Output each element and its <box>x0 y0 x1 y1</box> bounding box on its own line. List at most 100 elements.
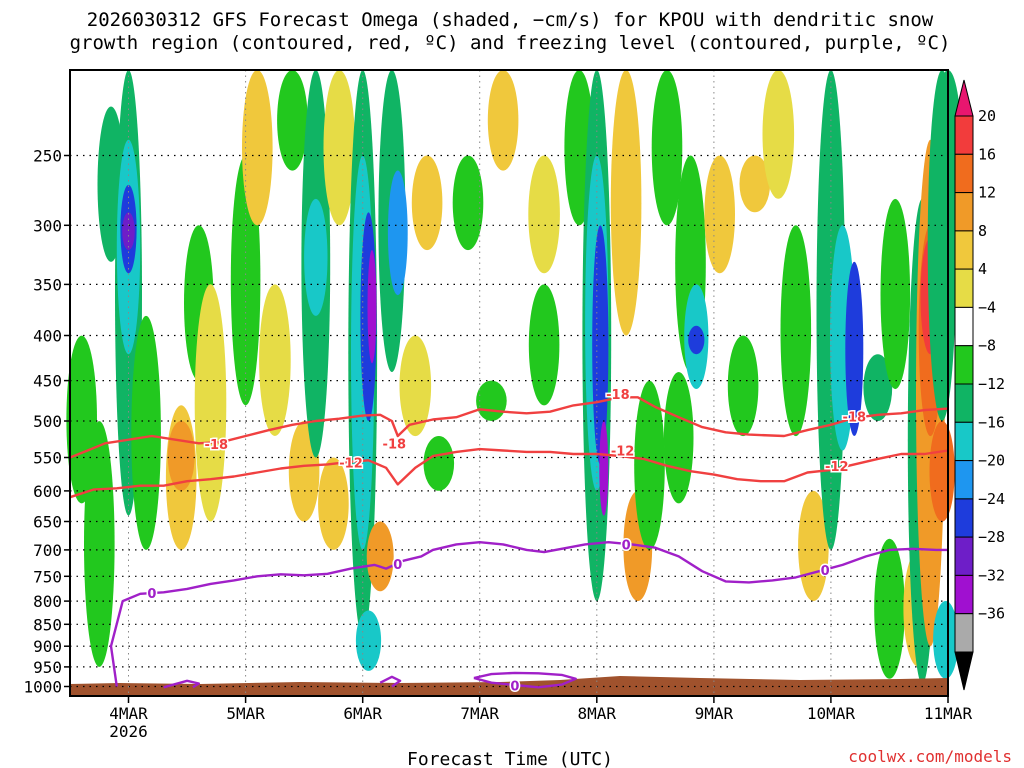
plot-frame <box>69 69 949 697</box>
x-tick-sublabel: 2026 <box>109 722 148 741</box>
omega-cell <box>367 250 377 364</box>
y-tick-label: 650 <box>33 513 62 532</box>
colorbar-label: −20 <box>978 452 1005 470</box>
y-tick-label: 550 <box>33 449 62 468</box>
colorbar-swatch <box>954 268 974 308</box>
omega-cell <box>399 335 432 437</box>
omega-cell <box>528 284 560 406</box>
colorbar-label: 20 <box>978 107 996 125</box>
colorbar-label: −24 <box>978 490 1005 508</box>
colorbar: 20 16 12 8 4 −4 −8 −12 −16 −20 −24 −28 −32 −36 <box>954 79 1005 691</box>
y-axis: 250 300 350 400 450 500 550 600 650 700 750 800 850 9… <box>23 147 70 697</box>
colorbar-swatch <box>954 460 974 500</box>
colorbar-bottom-arrow <box>954 651 974 691</box>
y-tick-label: 850 <box>33 615 62 634</box>
temperature-contours: -18 -18 -18 -18 -12 -12 -12 0 0 0 0 0 <box>69 387 949 696</box>
colorbar-swatch <box>954 613 974 653</box>
colorbar-swatch <box>954 115 974 155</box>
contour-label: -18 <box>843 410 867 425</box>
colorbar-label: −36 <box>978 605 1005 623</box>
y-tick-label: 750 <box>33 567 62 586</box>
credit-text: coolwx.com/models <box>848 747 1012 766</box>
x-tick-label: 10MAR <box>807 704 856 723</box>
omega-cell <box>131 315 161 550</box>
colorbar-label: 8 <box>978 222 987 240</box>
contour-line <box>69 396 949 459</box>
omega-cell <box>610 70 642 336</box>
omega-cell <box>323 70 356 226</box>
contour-line <box>379 675 402 688</box>
omega-cell <box>651 70 683 226</box>
omega-cell <box>933 601 959 679</box>
omega-cell <box>780 225 812 437</box>
contour-label: -18 <box>383 437 407 452</box>
omega-cell <box>929 421 955 522</box>
terrain-ground <box>70 676 948 696</box>
y-tick-label: 1000 <box>23 678 62 697</box>
omega-cell <box>194 284 227 522</box>
omega-cell <box>411 155 443 251</box>
omega-cell <box>66 335 97 504</box>
contour-label: -12 <box>825 460 849 475</box>
omega-cell <box>739 155 771 213</box>
omega-cell <box>304 198 328 316</box>
colorbar-swatch <box>954 230 974 270</box>
chart-title-line-2: growth region (contoured, red, ºC) and f… <box>70 32 951 54</box>
colorbar-swatch <box>954 421 974 462</box>
x-tick-label: 5MAR <box>226 704 265 723</box>
omega-cell <box>487 70 519 171</box>
contour-line <box>109 541 948 687</box>
omega-cell <box>704 155 735 274</box>
omega-cell <box>366 521 394 592</box>
x-tick-label: 4MAR <box>109 704 148 723</box>
contour-line <box>69 447 949 499</box>
omega-cell <box>634 380 665 550</box>
omega-cell <box>762 69 795 199</box>
omega-cell <box>476 380 507 421</box>
contour-label: 0 <box>510 679 519 694</box>
colorbar-label: −28 <box>978 528 1005 546</box>
contour-label: -18 <box>606 388 630 403</box>
omega-cell <box>423 436 455 491</box>
contour-line <box>163 679 200 689</box>
omega-cell <box>387 170 408 296</box>
colorbar-swatch <box>954 345 974 385</box>
colorbar-label: −32 <box>978 566 1005 584</box>
colorbar-label: −16 <box>978 413 1005 431</box>
colorbar-label: 12 <box>978 184 996 202</box>
contour-label: -18 <box>205 438 229 453</box>
contour-line <box>473 671 577 689</box>
colorbar-swatch <box>954 306 974 347</box>
omega-shading <box>66 69 962 684</box>
omega-cell <box>592 225 609 465</box>
omega-cell <box>688 325 705 355</box>
omega-cell <box>880 198 911 390</box>
y-tick-label: 350 <box>33 275 62 294</box>
y-tick-label: 600 <box>33 482 62 501</box>
contour-label: 0 <box>821 564 830 579</box>
omega-cell <box>845 261 864 436</box>
omega-cell <box>277 70 308 171</box>
colorbar-label: −8 <box>978 337 996 355</box>
colorbar-swatch <box>954 498 974 538</box>
colorbar-swatch <box>954 536 974 576</box>
y-tick-label: 300 <box>33 216 62 235</box>
omega-cell <box>452 155 484 251</box>
omega-cell <box>355 610 382 671</box>
omega-cell <box>528 155 560 274</box>
omega-cell <box>663 372 694 504</box>
contour-label: -12 <box>611 445 635 460</box>
omega-cell <box>727 335 759 437</box>
y-tick-label: 950 <box>33 658 62 677</box>
colorbar-swatch <box>954 192 974 232</box>
omega-cell <box>863 354 893 421</box>
x-tick-label: 8MAR <box>578 704 617 723</box>
x-tick-label: 7MAR <box>460 704 499 723</box>
y-tick-label: 250 <box>33 147 62 166</box>
contour-label: -12 <box>339 456 363 471</box>
chart-title-line-1: 2026030312 GFS Forecast Omega (shaded, −… <box>87 9 934 31</box>
y-tick-label: 800 <box>33 592 62 611</box>
x-tick-label: 11MAR <box>924 704 973 723</box>
